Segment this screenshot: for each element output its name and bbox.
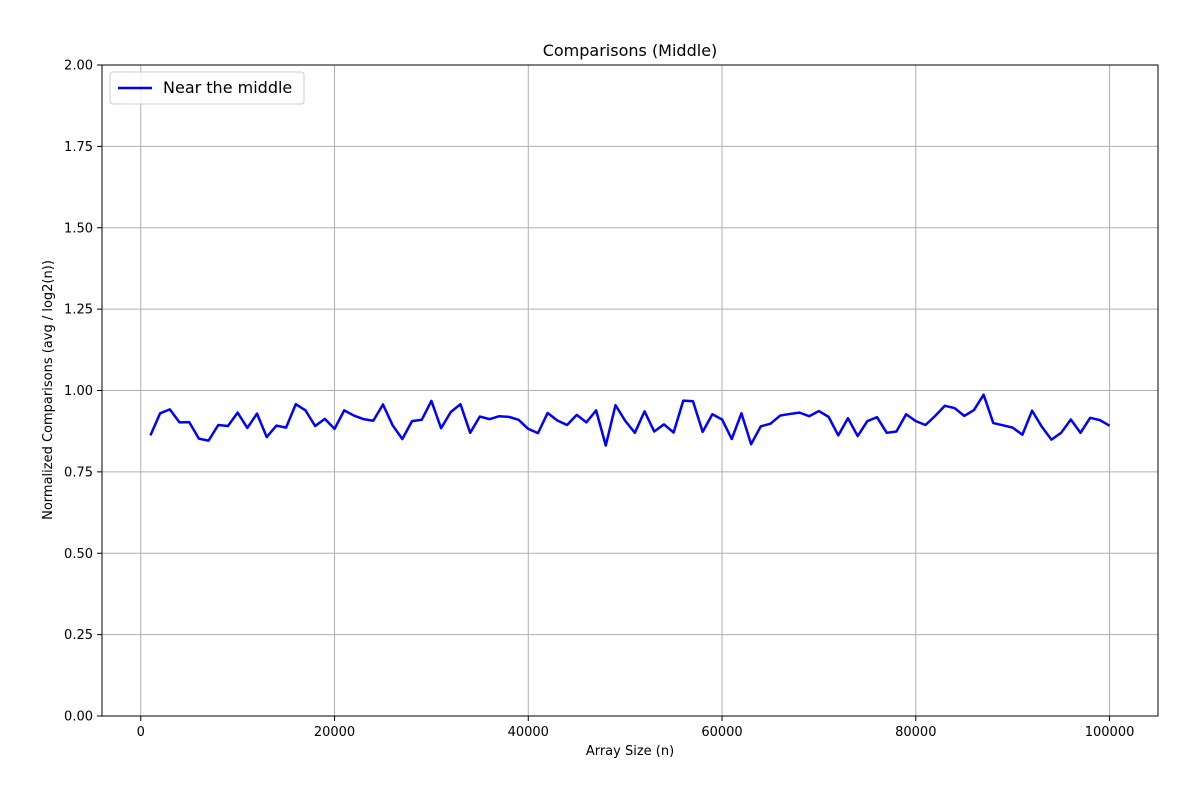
x-tick-label: 0 bbox=[137, 725, 145, 740]
x-tick-label: 40000 bbox=[508, 725, 549, 740]
y-tick-label: 0.75 bbox=[64, 465, 93, 480]
series-line bbox=[149, 393, 1111, 447]
x-tick-label: 20000 bbox=[314, 725, 355, 740]
x-tick-label: 80000 bbox=[895, 725, 936, 740]
y-tick-label: 1.50 bbox=[64, 221, 93, 236]
x-tick-label: 100000 bbox=[1085, 725, 1135, 740]
legend-label: Near the middle bbox=[163, 78, 292, 97]
grid bbox=[102, 64, 1158, 717]
y-axis-title: Normalized Comparisons (avg / log2(n)) bbox=[41, 260, 56, 520]
y-tick-label: 0.00 bbox=[64, 710, 93, 725]
y-tick-label: 1.75 bbox=[64, 140, 93, 155]
x-tick-label: 60000 bbox=[701, 725, 742, 740]
ticks: 0 20000 40000 60000 80000 100000 0.00 0.25 0.50 0… bbox=[64, 59, 1134, 741]
y-tick-label: 1.25 bbox=[64, 303, 93, 318]
y-tick-label: 0.25 bbox=[64, 628, 93, 643]
chart-title: Comparisons (Middle) bbox=[543, 41, 718, 60]
y-tick-label: 0.50 bbox=[64, 547, 93, 562]
y-tick-label: 2.00 bbox=[64, 59, 93, 74]
legend-box bbox=[109, 71, 305, 105]
x-axis-title: Array Size (n) bbox=[586, 744, 674, 759]
legend: Near the middle bbox=[109, 71, 305, 105]
y-tick-label: 1.00 bbox=[64, 384, 93, 399]
series-layer bbox=[149, 393, 1111, 447]
